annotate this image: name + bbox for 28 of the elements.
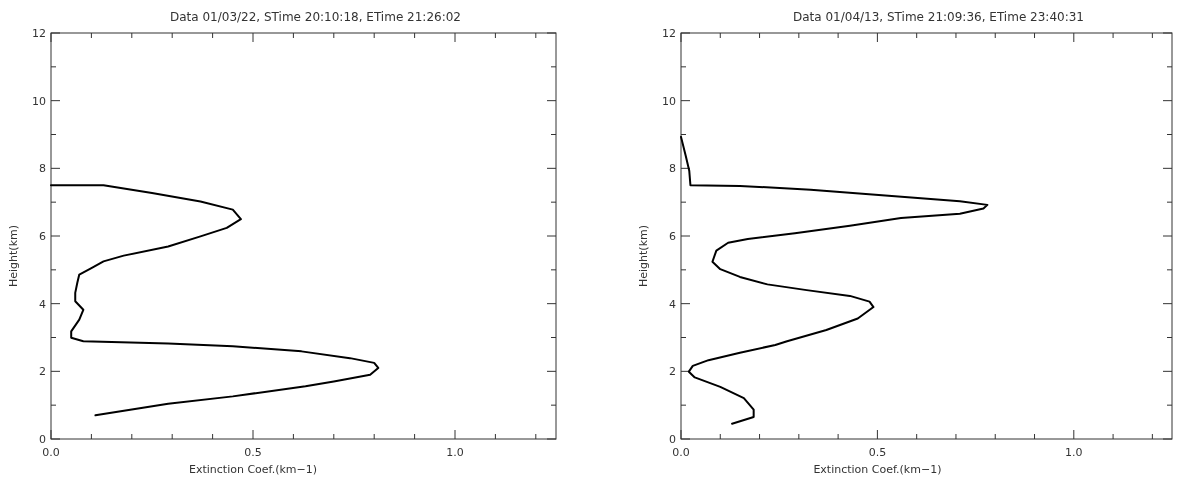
x-tick-label: 1.0 (446, 446, 464, 459)
y-axis-title: Height(km) (7, 224, 20, 288)
y-tick-label: 6 (39, 230, 46, 243)
y-tick-label: 4 (39, 297, 46, 311)
y-tick-label: 2 (669, 365, 676, 379)
x-tick-label: 0.5 (244, 446, 262, 459)
y-tick-label: 4 (669, 297, 676, 311)
y-tick-label: 6 (669, 230, 676, 243)
y-tick-label: 8 (669, 162, 676, 176)
y-axis-title: Height(km) (637, 224, 650, 288)
chart-title: Data 01/04/13, STime 21:09:36, ETime 23:40:31 (793, 10, 1084, 24)
y-tick-label: 10 (662, 94, 676, 108)
y-tick-label: 12 (662, 27, 676, 40)
x-tick-label: 1.0 (1065, 446, 1083, 459)
y-tick-label: 0 (669, 433, 676, 446)
y-tick-label: 10 (32, 94, 46, 108)
x-axis-title: Extinction Coef.(km−1) (813, 463, 942, 476)
y-tick-label: 8 (39, 162, 46, 176)
chart-title: Data 01/03/22, STime 20:10:18, ETime 21:26:02 (170, 10, 461, 24)
y-tick-label: 2 (39, 365, 46, 379)
x-tick-label: 0.0 (672, 446, 690, 459)
line-series (680, 135, 989, 425)
x-tick-label: 0.0 (42, 446, 60, 459)
y-tick-label: 12 (32, 27, 46, 40)
x-axis-title: Extinction Coef.(km−1) (188, 463, 318, 476)
y-tick-label: 0 (39, 433, 46, 446)
x-tick-label: 0.5 (868, 446, 887, 459)
line-series (50, 184, 380, 417)
